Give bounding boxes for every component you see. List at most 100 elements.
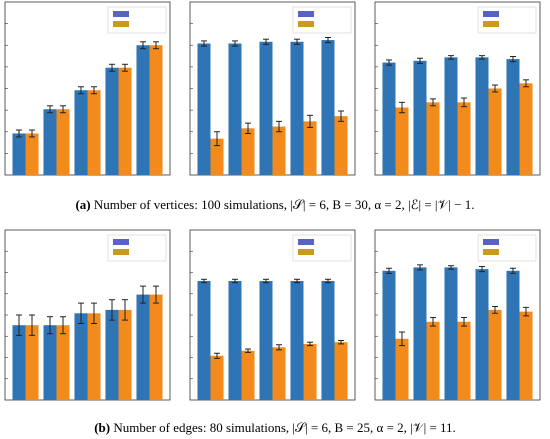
error-bar bbox=[307, 341, 314, 347]
caption: (b) Number of edges: 80 simulations, |𝒮|… bbox=[94, 420, 456, 435]
bar bbox=[12, 325, 26, 400]
bar bbox=[259, 281, 273, 400]
error-bar bbox=[293, 38, 300, 45]
legend-swatch bbox=[113, 249, 129, 255]
bar bbox=[149, 45, 163, 175]
bar bbox=[197, 43, 211, 175]
error-bar bbox=[77, 302, 84, 324]
bar bbox=[395, 338, 409, 400]
error-bar bbox=[307, 114, 314, 128]
error-bar bbox=[399, 331, 406, 347]
error-bar bbox=[430, 317, 437, 327]
error-bar bbox=[385, 267, 392, 274]
error-bar bbox=[245, 122, 252, 134]
bar bbox=[228, 281, 242, 400]
error-bar bbox=[262, 38, 269, 45]
bar bbox=[488, 88, 502, 175]
bar bbox=[457, 102, 471, 175]
error-bar bbox=[139, 285, 146, 304]
bar bbox=[303, 121, 317, 175]
bar bbox=[321, 281, 335, 400]
error-bar bbox=[214, 352, 221, 359]
bar bbox=[519, 83, 533, 175]
error-bar bbox=[153, 285, 160, 304]
error-bar bbox=[15, 129, 22, 138]
bar bbox=[457, 321, 471, 400]
bar bbox=[259, 41, 273, 175]
bar bbox=[303, 343, 317, 400]
error-bar bbox=[509, 267, 516, 274]
error-bar bbox=[29, 129, 36, 138]
legend-box bbox=[292, 234, 352, 262]
error-bar bbox=[46, 316, 53, 335]
caption-label: (b) bbox=[94, 420, 110, 435]
legend-box bbox=[477, 6, 537, 34]
error-bar bbox=[46, 105, 53, 114]
bar bbox=[272, 126, 286, 175]
error-bar bbox=[338, 110, 345, 122]
bar bbox=[43, 325, 57, 400]
legend-swatch bbox=[483, 11, 499, 17]
bar bbox=[210, 138, 224, 175]
bar bbox=[395, 107, 409, 175]
error-bar bbox=[416, 57, 423, 64]
bar bbox=[334, 116, 348, 175]
bar bbox=[149, 294, 163, 400]
bar bbox=[87, 90, 101, 175]
bar bbox=[105, 309, 119, 400]
bar bbox=[25, 325, 39, 400]
error-bar bbox=[231, 278, 238, 284]
bar bbox=[197, 281, 211, 400]
legend-swatch bbox=[298, 21, 314, 27]
caption-text: Number of vertices: 100 simulations, |𝒮|… bbox=[91, 197, 475, 212]
error-bar bbox=[338, 340, 345, 345]
legend-swatch bbox=[298, 11, 314, 17]
error-bar bbox=[153, 41, 160, 50]
legend-swatch bbox=[483, 21, 499, 27]
bar bbox=[118, 309, 132, 400]
bar bbox=[12, 133, 26, 175]
bar bbox=[74, 90, 88, 175]
error-bar bbox=[324, 36, 331, 44]
error-bar bbox=[399, 101, 406, 114]
error-bar bbox=[245, 348, 252, 353]
bar bbox=[444, 267, 458, 400]
bar bbox=[25, 133, 39, 175]
caption: (a) Number of vertices: 100 simulations,… bbox=[75, 197, 474, 212]
caption-text: Number of edges: 80 simulations, |𝒮| = 6… bbox=[110, 420, 456, 435]
error-bar bbox=[324, 278, 331, 284]
error-bar bbox=[478, 266, 485, 273]
error-bar bbox=[276, 120, 283, 133]
bar bbox=[136, 294, 150, 400]
error-bar bbox=[214, 131, 221, 147]
error-bar bbox=[492, 84, 499, 93]
legend-box bbox=[107, 234, 167, 262]
bar bbox=[444, 57, 458, 175]
error-bar bbox=[262, 278, 269, 284]
bar bbox=[118, 67, 132, 175]
legend-swatch bbox=[113, 239, 129, 245]
error-bar bbox=[492, 306, 499, 314]
legend-swatch bbox=[483, 249, 499, 255]
bar bbox=[56, 325, 70, 400]
error-bar bbox=[108, 63, 115, 72]
error-bar bbox=[293, 278, 300, 284]
error-bar bbox=[385, 59, 392, 66]
error-bar bbox=[478, 55, 485, 60]
bar bbox=[506, 270, 520, 400]
error-bar bbox=[15, 314, 22, 336]
error-bar bbox=[60, 105, 67, 114]
bar bbox=[43, 109, 57, 175]
bar bbox=[475, 57, 489, 175]
error-bar bbox=[200, 278, 207, 284]
legend-swatch bbox=[298, 249, 314, 255]
bar bbox=[413, 267, 427, 400]
bar bbox=[290, 41, 304, 175]
bar bbox=[382, 270, 396, 400]
bar bbox=[519, 311, 533, 400]
error-bar bbox=[122, 63, 129, 72]
legend-swatch bbox=[113, 21, 129, 27]
error-bar bbox=[447, 265, 454, 270]
caption-label: (a) bbox=[75, 197, 90, 212]
